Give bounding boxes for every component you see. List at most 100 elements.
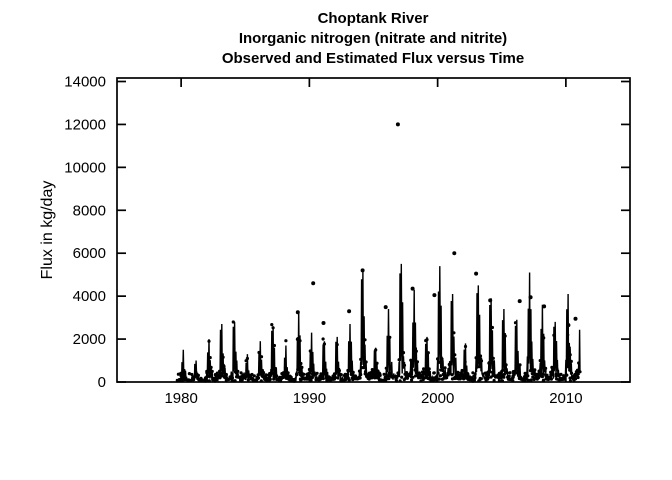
observed-point [351, 373, 355, 377]
observed-point [356, 377, 360, 381]
observed-point [358, 376, 362, 380]
y-tick-labels: 0 2000 4000 6000 8000 10000 12000 14000 [64, 74, 106, 392]
observed-point [197, 378, 201, 382]
observed-point [384, 366, 388, 370]
observed-point [463, 344, 468, 349]
observed-point [283, 365, 288, 369]
observed-point [230, 376, 234, 380]
observed-point [245, 372, 249, 376]
observed-point [557, 379, 561, 383]
observed-point [501, 374, 505, 378]
observed-point [272, 343, 276, 348]
observed-point [367, 372, 371, 376]
observed-point [565, 365, 569, 369]
observed-point [270, 323, 274, 327]
observed-point [243, 376, 247, 380]
observed-point [250, 376, 254, 380]
observed-point [297, 367, 301, 372]
plot-border [116, 77, 631, 383]
observed-point [419, 379, 423, 383]
observed-point [205, 379, 209, 383]
observed-point [508, 371, 512, 375]
observed-point [259, 379, 263, 383]
observed-point [219, 359, 223, 363]
chart-title: Choptank River Inorganic nitrogen (nitra… [222, 10, 524, 67]
observed-point [511, 376, 515, 380]
observed-point [397, 374, 401, 378]
observed-point [458, 377, 462, 381]
observed-point [375, 376, 379, 380]
y-axis-label: Flux in kg/day [39, 181, 56, 280]
observed-point [180, 371, 184, 375]
observed-point [271, 360, 275, 364]
observed-point [559, 372, 563, 376]
observed-point [224, 372, 228, 377]
observed-point [466, 372, 470, 376]
observed-point [362, 366, 366, 370]
observed-point [205, 371, 209, 375]
observed-point [240, 375, 244, 379]
observed-point [402, 378, 406, 382]
observed-point [490, 325, 494, 330]
observed-point [233, 366, 237, 370]
observed-point [208, 374, 212, 378]
observed-point [321, 377, 325, 381]
observed-point [339, 377, 344, 381]
observed-point [246, 378, 250, 382]
observed-point [196, 373, 200, 377]
observed-point [309, 360, 313, 364]
observed-point [567, 346, 571, 350]
observed-point [347, 378, 351, 382]
observed-point [359, 373, 363, 377]
observed-outlier-point [517, 299, 522, 304]
observed-point [236, 369, 240, 373]
observed-point [302, 372, 306, 376]
observed-point [360, 332, 365, 336]
y-tick-label: 10000 [64, 159, 106, 176]
observed-point [402, 363, 407, 367]
observed-point [299, 379, 303, 383]
observed-point [363, 372, 367, 376]
observed-point [372, 374, 376, 378]
observed-point [452, 331, 456, 335]
observed-point [555, 377, 559, 381]
observed-point [298, 339, 302, 343]
observed-point [321, 374, 325, 378]
observed-point [474, 356, 478, 360]
observed-point [209, 365, 213, 369]
observed-point [208, 356, 212, 360]
observed-point [267, 373, 271, 377]
observed-point [570, 375, 575, 379]
observed-point [351, 370, 355, 374]
observed-point [491, 374, 495, 378]
observed-point [305, 372, 309, 376]
observed-point [371, 370, 375, 375]
observed-flux-points [175, 122, 582, 383]
observed-point [272, 377, 276, 381]
observed-point [245, 356, 249, 361]
observed-point [487, 361, 491, 365]
observed-point [272, 373, 276, 377]
observed-point [390, 375, 394, 379]
observed-point [363, 338, 367, 342]
observed-point [191, 375, 195, 379]
observed-outlier-point [383, 305, 388, 310]
observed-point [550, 372, 554, 376]
observed-point [180, 379, 184, 383]
observed-point [296, 350, 300, 354]
observed-point [257, 350, 261, 355]
observed-point [462, 377, 466, 381]
observed-point [460, 368, 464, 373]
observed-outlier-point [321, 321, 326, 325]
observed-point [568, 376, 572, 380]
observed-point [483, 371, 487, 375]
observed-point [561, 376, 565, 380]
observed-point [569, 359, 573, 363]
observed-point [370, 368, 374, 372]
observed-point [438, 374, 442, 378]
observed-point [477, 365, 481, 369]
observed-point [331, 374, 335, 378]
observed-point [568, 353, 572, 357]
observed-point [387, 377, 391, 381]
